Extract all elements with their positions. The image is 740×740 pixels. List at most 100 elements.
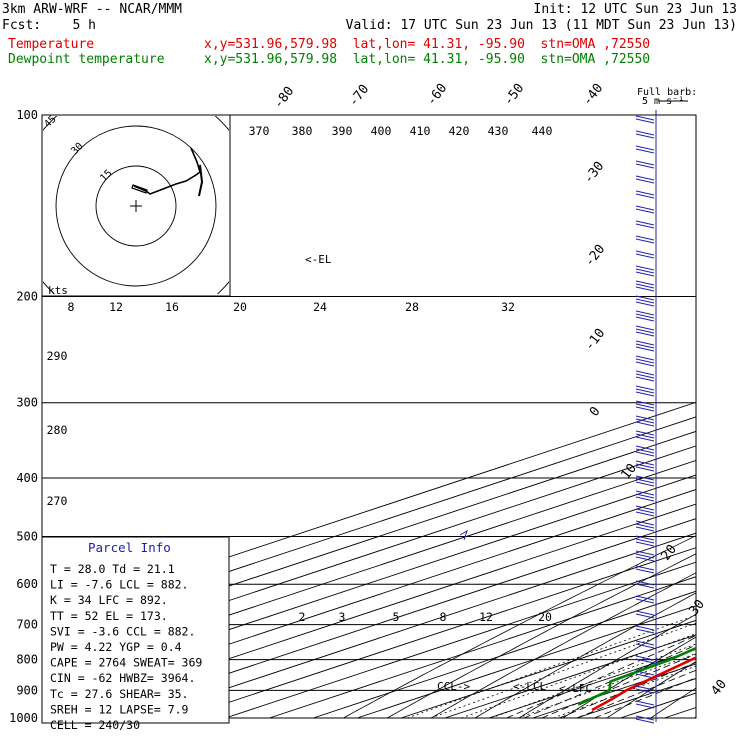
isotherm-line bbox=[137, 532, 696, 719]
wind-barb bbox=[635, 298, 655, 304]
wind-barb bbox=[635, 688, 655, 694]
wind-barb bbox=[635, 223, 655, 229]
parcel-marker bbox=[459, 529, 468, 541]
isotherm-line bbox=[357, 605, 696, 719]
parcel-info-row: T = 28.0 Td = 21.1 bbox=[50, 562, 175, 576]
wind-barb-legend-label: Full barb: bbox=[637, 87, 697, 98]
wind-barb bbox=[635, 415, 655, 421]
wind-barb bbox=[635, 526, 655, 532]
wind-barbs: Full barb:5 m s⁻¹ bbox=[635, 87, 697, 724]
plot-frame bbox=[41, 114, 697, 719]
hodograph-speed-label: 24 bbox=[313, 300, 327, 314]
moist-adiabat-line bbox=[523, 644, 696, 719]
hodograph-rings bbox=[43, 116, 229, 294]
mixing-ratio-label: 12 bbox=[479, 610, 493, 624]
dry-adiabat-line bbox=[343, 535, 696, 719]
isotherm-line bbox=[313, 590, 696, 719]
sounding-profiles bbox=[577, 646, 696, 712]
dry-adiabat-line bbox=[430, 572, 696, 719]
dewpoint-location: x,y=531.96,579.98 lat,lon= 41.31, -95.90… bbox=[204, 52, 651, 67]
wind-barb bbox=[635, 670, 655, 676]
wind-barb bbox=[635, 436, 655, 442]
temperature-tick-label: -60 bbox=[424, 81, 450, 109]
wind-barb bbox=[635, 535, 655, 541]
theta-label: 430 bbox=[488, 124, 509, 138]
wind-barb bbox=[635, 520, 655, 526]
storm-motion-marker bbox=[131, 184, 148, 194]
wind-barb bbox=[635, 421, 655, 427]
temperature-tick-label: 40 bbox=[709, 677, 730, 699]
wind-barb bbox=[635, 508, 655, 514]
parcel-info-row: SVI = -3.6 CCL = 882. bbox=[50, 624, 195, 638]
wind-barb bbox=[635, 160, 655, 166]
wind-barb bbox=[635, 556, 655, 562]
wind-barb bbox=[635, 625, 655, 631]
dry-adiabat-line bbox=[694, 716, 696, 719]
mixing-ratio-label: 3 bbox=[339, 610, 346, 624]
temperature-tick-label: -40 bbox=[580, 81, 606, 109]
wind-barb bbox=[635, 235, 655, 241]
moist-adiabat-line bbox=[594, 677, 696, 719]
wind-barb bbox=[635, 346, 655, 352]
theta-label: 400 bbox=[371, 124, 392, 138]
wind-barb bbox=[635, 163, 655, 169]
wind-barb bbox=[635, 640, 655, 646]
wind-barb bbox=[635, 550, 655, 556]
mixing-ratio-label: 8 bbox=[440, 610, 447, 624]
wind-barb bbox=[635, 463, 655, 469]
pressure-label: 300 bbox=[16, 396, 38, 410]
isotherm-line bbox=[225, 561, 696, 719]
wind-barb bbox=[635, 475, 655, 481]
dewpoint-profile-line bbox=[577, 646, 696, 706]
isotherm-line bbox=[42, 489, 696, 707]
wind-barb bbox=[635, 595, 655, 601]
moist-adiabat-line bbox=[506, 635, 696, 719]
wind-barb bbox=[635, 271, 655, 277]
theta-label: 280 bbox=[47, 423, 68, 437]
pressure-label: 200 bbox=[16, 290, 38, 304]
mixing-ratio-label: 2 bbox=[299, 610, 306, 624]
hodograph-speed-label: 20 bbox=[233, 300, 247, 314]
pressure-label: 600 bbox=[16, 577, 38, 591]
pressure-label: 100 bbox=[16, 108, 38, 122]
dry-adiabat-line bbox=[387, 553, 696, 719]
dewpoint-label: Dewpoint temperature bbox=[8, 52, 165, 67]
wind-barb bbox=[635, 193, 655, 199]
wind-barb bbox=[635, 598, 655, 604]
parcel-info-row: TT = 52 EL = 173. bbox=[50, 609, 168, 623]
theta-label: 370 bbox=[249, 124, 270, 138]
wind-barb bbox=[635, 490, 655, 496]
wind-barb bbox=[635, 361, 655, 367]
wind-barb bbox=[635, 433, 655, 439]
wind-barb bbox=[635, 268, 655, 274]
isotherm-line bbox=[49, 503, 696, 719]
wind-barb bbox=[635, 355, 655, 361]
wind-barb bbox=[635, 250, 655, 256]
hodograph-speed-label: 12 bbox=[109, 300, 123, 314]
moist-adiabat-line bbox=[558, 662, 696, 719]
wind-barb bbox=[635, 316, 655, 322]
parcel-info-row: CELL = 240/30 bbox=[50, 718, 140, 732]
pressure-label: 900 bbox=[16, 683, 38, 697]
pressure-label: 700 bbox=[16, 618, 38, 632]
wind-barb bbox=[635, 541, 655, 547]
isotherm-line bbox=[708, 115, 740, 718]
wind-barb bbox=[635, 388, 655, 394]
parcel-info-row: PW = 4.22 YGP = 0.4 bbox=[50, 640, 182, 654]
wind-barb bbox=[635, 130, 655, 136]
wind-barb bbox=[635, 220, 655, 226]
level-annotation: <-LCL bbox=[513, 680, 546, 693]
wind-barb bbox=[635, 583, 655, 589]
theta-label: 290 bbox=[47, 349, 68, 363]
hodograph-unit-label: kts bbox=[48, 284, 68, 297]
temperature-location: x,y=531.96,579.98 lat,lon= 41.31, -95.90… bbox=[204, 37, 651, 52]
wind-barb bbox=[635, 406, 655, 412]
wind-barb bbox=[635, 715, 655, 721]
pressure-label: 400 bbox=[16, 471, 38, 485]
theta-label: 440 bbox=[532, 124, 553, 138]
temperature-tick-label: 30 bbox=[687, 597, 708, 619]
temperature-profile-line bbox=[591, 656, 696, 712]
temperature-tick-label: -80 bbox=[271, 84, 297, 112]
wind-barb bbox=[635, 643, 655, 649]
wind-barb bbox=[635, 481, 655, 487]
